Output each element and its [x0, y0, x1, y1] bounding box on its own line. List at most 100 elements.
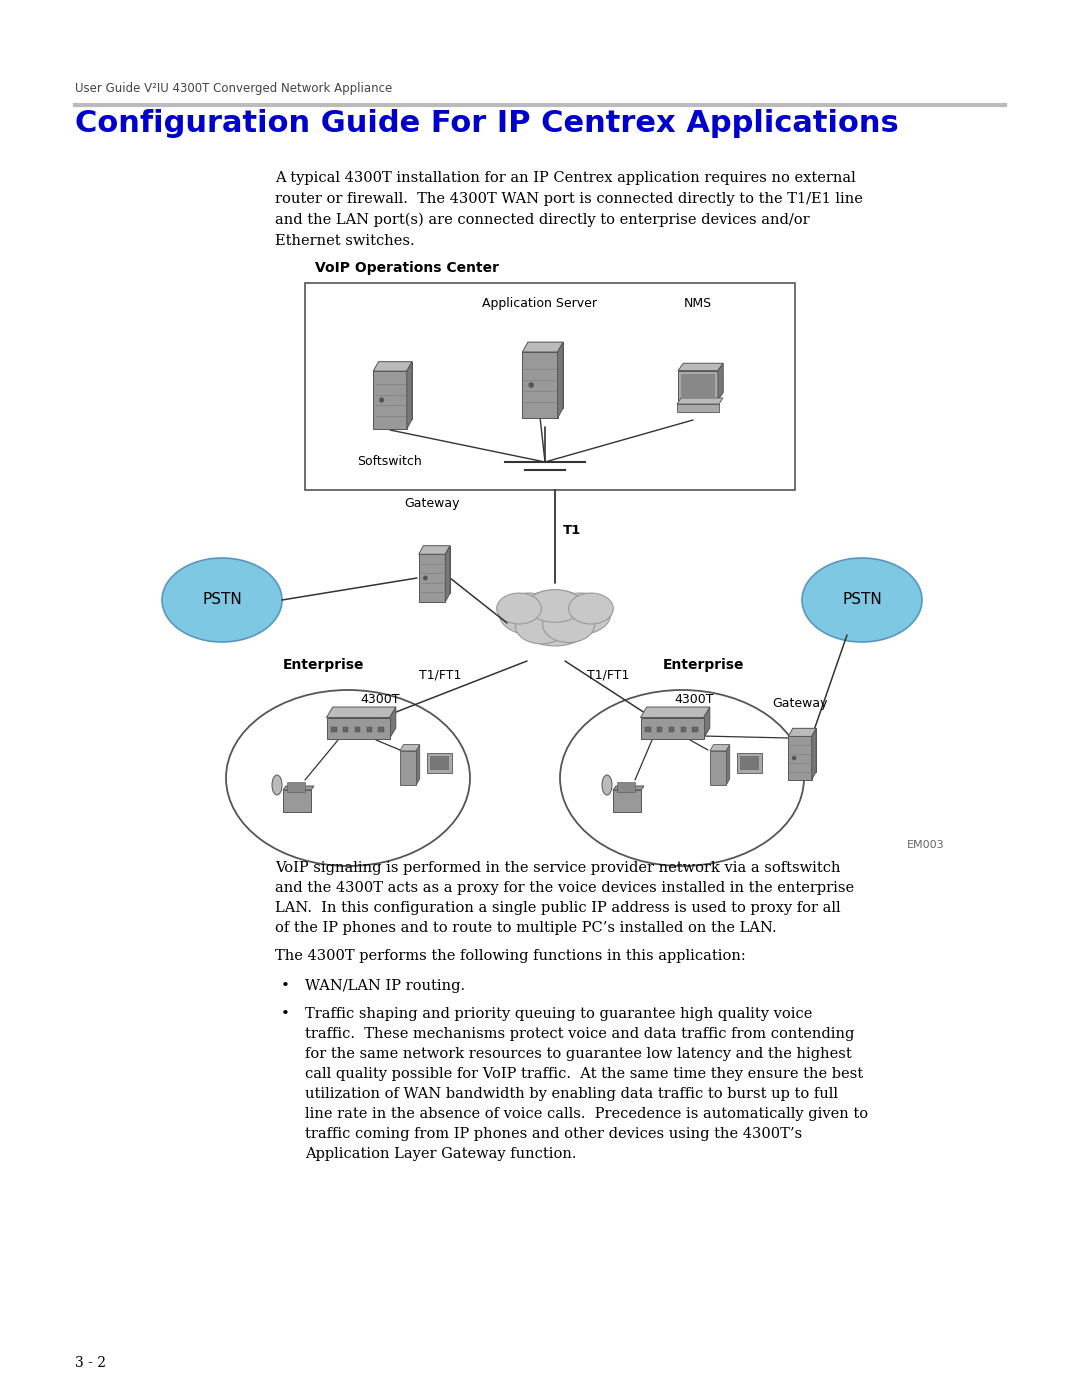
Bar [669, 726, 674, 732]
Polygon shape [326, 718, 390, 739]
Ellipse shape [602, 775, 612, 795]
Text: Enterprise: Enterprise [663, 658, 745, 672]
Polygon shape [703, 707, 710, 739]
Text: •: • [281, 979, 289, 993]
Ellipse shape [497, 594, 541, 624]
Polygon shape [726, 745, 730, 785]
Ellipse shape [272, 775, 282, 795]
Ellipse shape [515, 590, 595, 645]
Text: router or firewall.  The 4300T WAN port is connected directly to the T1/E1 line: router or firewall. The 4300T WAN port i… [275, 191, 863, 205]
Polygon shape [283, 787, 314, 789]
Circle shape [423, 576, 428, 580]
Polygon shape [407, 362, 413, 429]
Polygon shape [710, 752, 726, 785]
Circle shape [379, 397, 384, 402]
Bar [737, 753, 762, 773]
Ellipse shape [561, 690, 804, 866]
Polygon shape [423, 546, 450, 594]
Text: T1: T1 [563, 524, 581, 536]
Ellipse shape [226, 690, 470, 866]
Text: traffic.  These mechanisms protect voice and data traffic from contending: traffic. These mechanisms protect voice … [305, 1027, 854, 1041]
Polygon shape [640, 707, 710, 718]
Polygon shape [812, 728, 816, 780]
Text: Gateway: Gateway [772, 697, 827, 710]
Polygon shape [613, 789, 642, 812]
Text: utilization of WAN bandwidth by enabling data traffic to burst up to full: utilization of WAN bandwidth by enabling… [305, 1087, 838, 1101]
Polygon shape [613, 787, 644, 789]
Bar [287, 782, 305, 792]
Text: Softswitch: Softswitch [357, 455, 422, 468]
Polygon shape [528, 342, 563, 408]
Text: traffic coming from IP phones and other devices using the 4300T’s: traffic coming from IP phones and other … [305, 1127, 802, 1141]
Text: and the LAN port(s) are connected directly to enterprise devices and/or: and the LAN port(s) are connected direct… [275, 212, 810, 226]
Ellipse shape [569, 594, 613, 624]
Ellipse shape [527, 590, 583, 622]
Polygon shape [419, 555, 445, 602]
Polygon shape [677, 404, 719, 412]
Polygon shape [390, 707, 395, 739]
Text: VoIP Operations Center: VoIP Operations Center [315, 261, 499, 275]
Bar [692, 726, 698, 732]
Text: and the 4300T acts as a proxy for the voice devices installed in the enterprise: and the 4300T acts as a proxy for the vo… [275, 882, 854, 895]
Polygon shape [283, 789, 311, 812]
Ellipse shape [162, 557, 282, 643]
Circle shape [528, 383, 534, 388]
Text: Ethernet switches.: Ethernet switches. [275, 235, 415, 249]
Text: LAN.  In this configuration a single public IP address is used to proxy for all: LAN. In this configuration a single publ… [275, 901, 840, 915]
Text: A typical 4300T installation for an IP Centrex application requires no external: A typical 4300T installation for an IP C… [275, 170, 855, 184]
Text: for the same network resources to guarantee low latency and the highest: for the same network resources to guaran… [305, 1046, 852, 1060]
Bar [740, 756, 759, 770]
Polygon shape [400, 752, 416, 785]
Polygon shape [378, 362, 413, 419]
Bar [305, 284, 795, 490]
Bar [617, 782, 635, 792]
Text: 4300T: 4300T [361, 693, 400, 705]
Bar [366, 726, 372, 732]
Polygon shape [793, 728, 816, 771]
Polygon shape [523, 342, 563, 352]
Bar [657, 726, 662, 732]
Ellipse shape [551, 594, 611, 634]
Polygon shape [788, 736, 812, 780]
Polygon shape [557, 342, 563, 418]
Text: EM003: EM003 [907, 840, 945, 849]
Polygon shape [710, 745, 730, 752]
Polygon shape [678, 363, 724, 370]
Polygon shape [416, 745, 420, 785]
Text: The 4300T performs the following functions in this application:: The 4300T performs the following functio… [275, 949, 746, 963]
Polygon shape [718, 363, 724, 400]
Text: Enterprise: Enterprise [282, 658, 364, 672]
Text: line rate in the absence of voice calls.  Precedence is automatically given to: line rate in the absence of voice calls.… [305, 1106, 868, 1120]
Circle shape [792, 756, 796, 760]
Text: Gateway: Gateway [404, 497, 460, 510]
Text: 3 - 2: 3 - 2 [75, 1356, 106, 1370]
Ellipse shape [802, 557, 922, 643]
Bar [680, 726, 686, 732]
Bar [427, 753, 453, 773]
Text: User Guide V²IU 4300T Converged Network Appliance: User Guide V²IU 4300T Converged Network … [75, 82, 392, 95]
Polygon shape [400, 745, 420, 752]
Ellipse shape [515, 608, 567, 644]
Text: T1/FT1: T1/FT1 [586, 669, 630, 682]
Bar [681, 373, 715, 397]
Text: NMS: NMS [684, 298, 712, 310]
Text: Application Layer Gateway function.: Application Layer Gateway function. [305, 1147, 577, 1161]
Polygon shape [678, 370, 718, 400]
Polygon shape [419, 546, 450, 555]
Text: PSTN: PSTN [842, 592, 882, 608]
Bar [430, 756, 449, 770]
Text: call quality possible for VoIP traffic.  At the same time they ensure the best: call quality possible for VoIP traffic. … [305, 1067, 863, 1081]
Text: •: • [281, 1007, 289, 1021]
Polygon shape [374, 362, 413, 372]
Polygon shape [523, 352, 557, 418]
Ellipse shape [542, 606, 595, 643]
Text: PSTN: PSTN [202, 592, 242, 608]
Text: of the IP phones and to route to multiple PC’s installed on the LAN.: of the IP phones and to route to multipl… [275, 921, 777, 935]
Text: WAN/LAN IP routing.: WAN/LAN IP routing. [305, 979, 465, 993]
Bar [332, 726, 337, 732]
Polygon shape [640, 718, 703, 739]
Bar [646, 726, 650, 732]
Text: Traffic shaping and priority queuing to guarantee high quality voice: Traffic shaping and priority queuing to … [305, 1007, 812, 1021]
Text: VoIP signaling is performed in the service provider network via a softswitch: VoIP signaling is performed in the servi… [275, 861, 840, 875]
Text: 4300T: 4300T [674, 693, 714, 705]
